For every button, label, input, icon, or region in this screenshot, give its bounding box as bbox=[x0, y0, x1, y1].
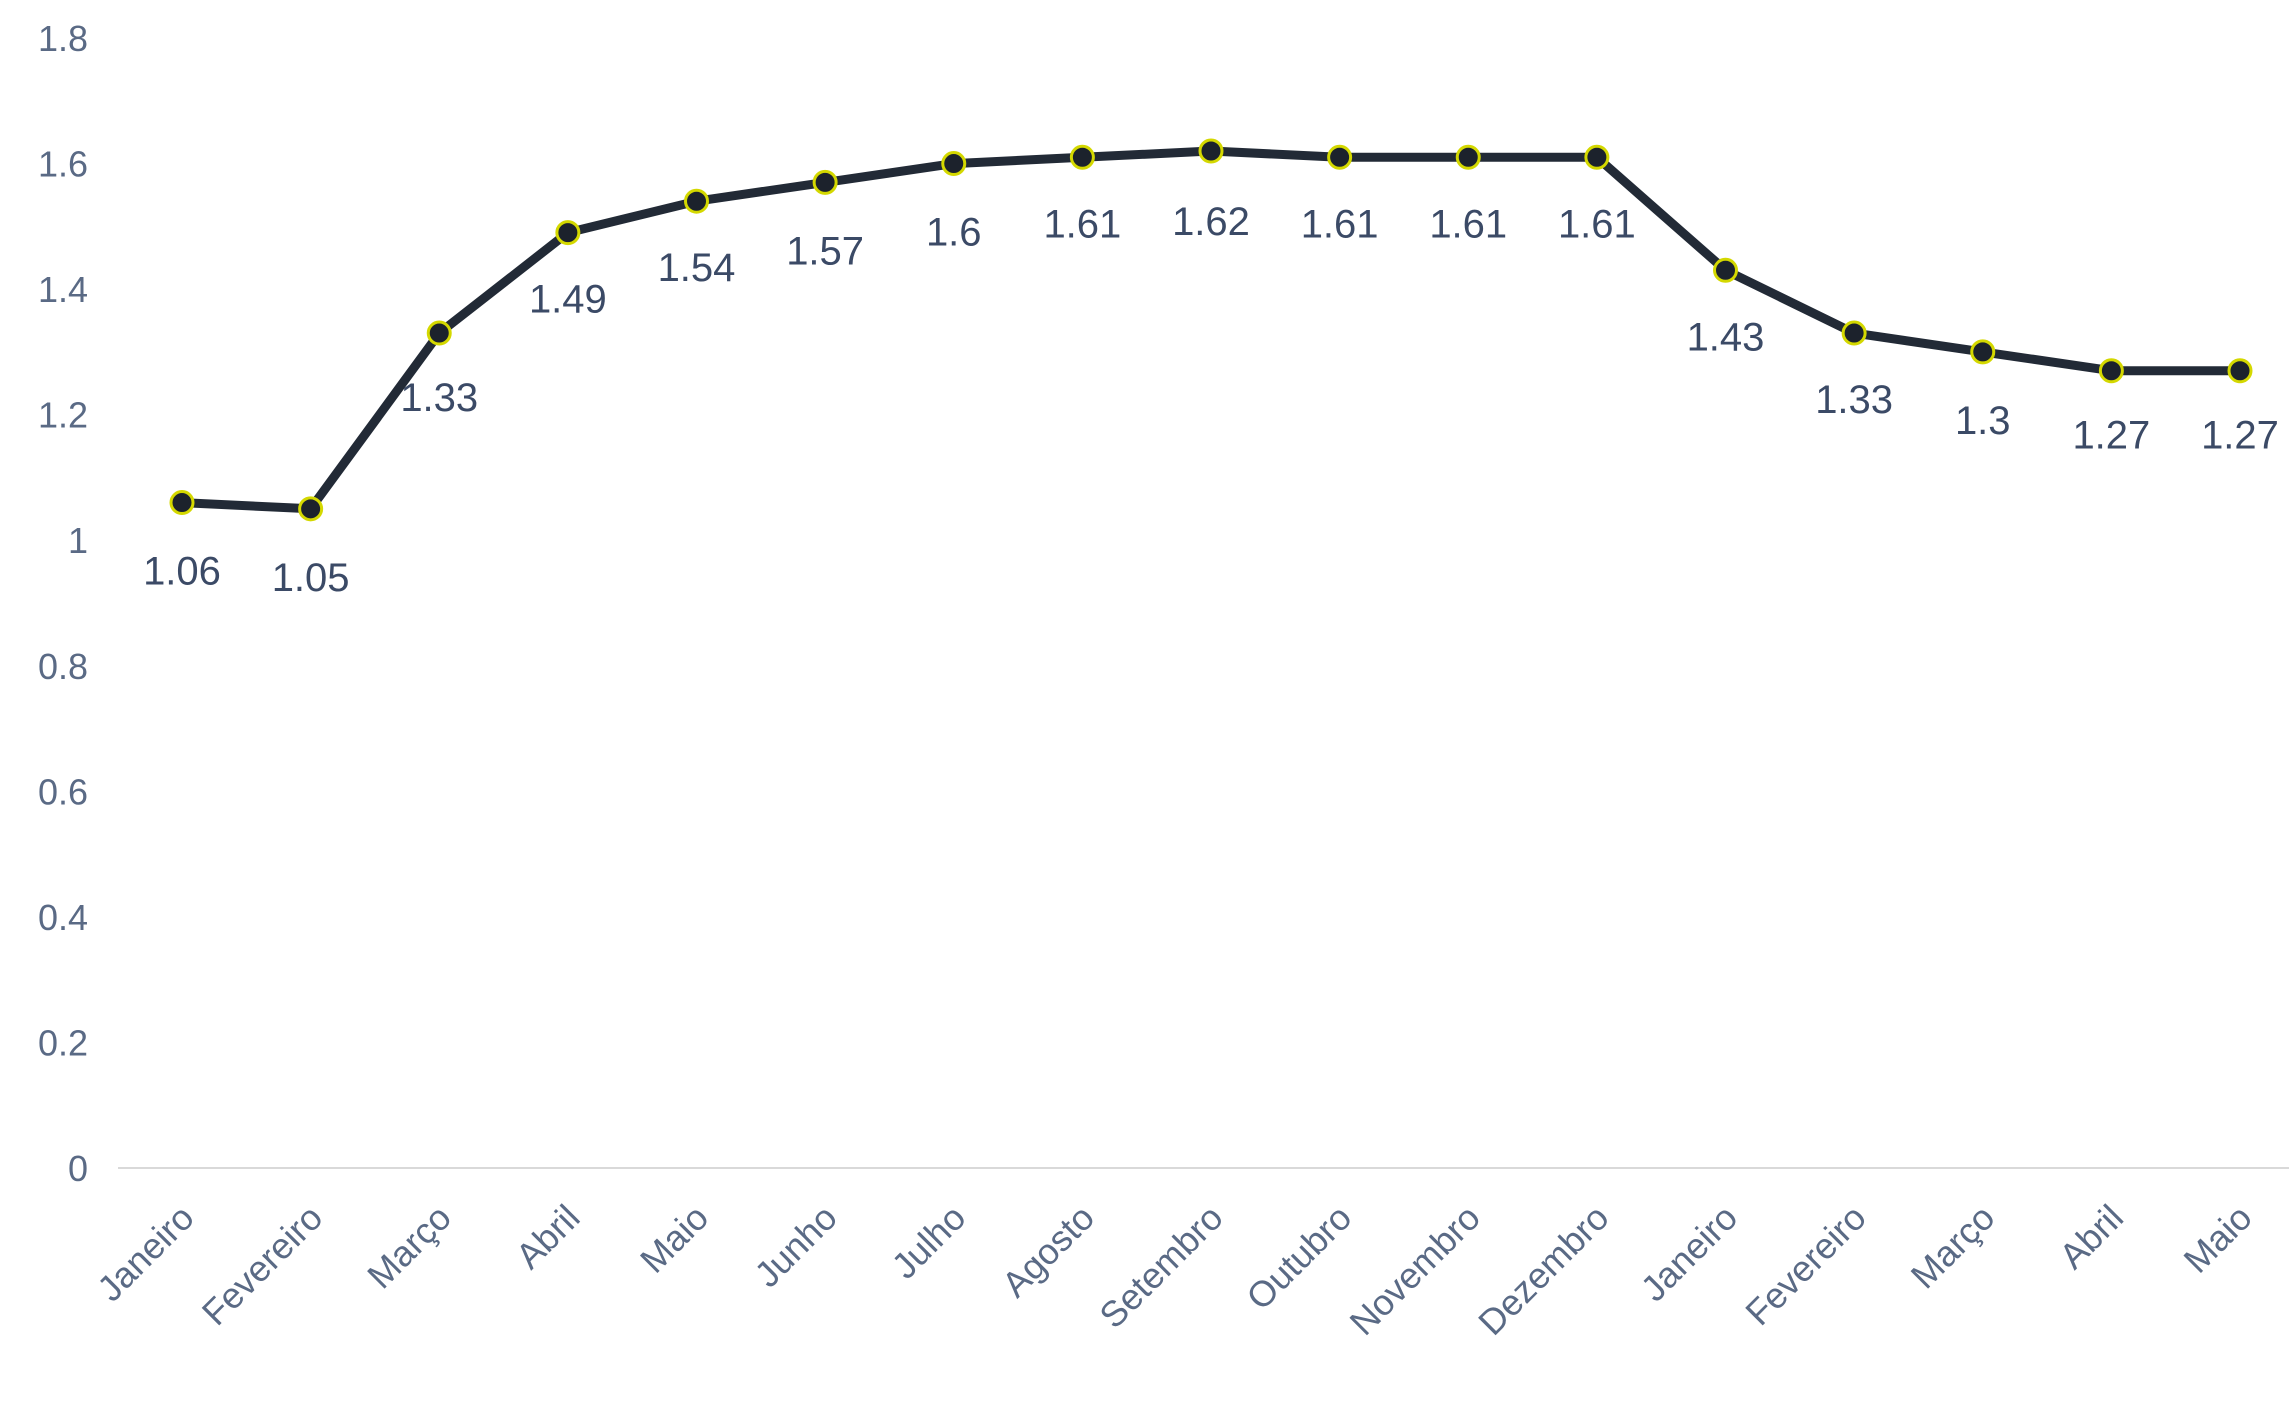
data-label: 1.61 bbox=[1043, 202, 1121, 246]
y-tick-label: 0.8 bbox=[38, 646, 88, 687]
data-point-marker bbox=[1970, 339, 1996, 365]
data-label: 1.43 bbox=[1687, 315, 1765, 359]
y-axis-ticks: 0 0.2 0.4 0.6 0.8 1 1.2 1.4 1.6 1.8 bbox=[38, 18, 88, 1189]
x-tick-label: Setembro bbox=[1091, 1197, 1230, 1336]
y-tick-label: 1 bbox=[68, 520, 88, 561]
data-markers bbox=[169, 138, 2253, 522]
data-point-marker bbox=[1584, 144, 1610, 170]
y-tick-label: 0.4 bbox=[38, 897, 88, 938]
data-point-marker bbox=[555, 220, 581, 246]
data-label: 1.27 bbox=[2072, 414, 2150, 458]
x-tick-label: Maio bbox=[2175, 1197, 2259, 1281]
y-tick-label: 0.6 bbox=[38, 771, 88, 812]
data-point-marker bbox=[1841, 320, 1867, 346]
x-tick-label: Abril bbox=[2051, 1197, 2131, 1277]
x-tick-label: Dezembro bbox=[1470, 1197, 1616, 1343]
x-tick-label: Março bbox=[359, 1197, 459, 1297]
data-label: 1.57 bbox=[786, 229, 864, 273]
data-label: 1.54 bbox=[658, 246, 736, 290]
data-label: 1.6 bbox=[926, 211, 982, 255]
data-point-marker bbox=[298, 496, 324, 522]
data-point-marker bbox=[2227, 358, 2253, 384]
data-label: 1.49 bbox=[529, 278, 607, 322]
x-tick-label: Junho bbox=[746, 1197, 844, 1295]
data-label: 1.61 bbox=[1301, 202, 1379, 246]
x-tick-label: Janeiro bbox=[1633, 1197, 1745, 1309]
y-tick-label: 1.4 bbox=[38, 269, 88, 310]
x-tick-label: Fevereiro bbox=[1737, 1197, 1874, 1334]
x-tick-label: Agosto bbox=[994, 1197, 1102, 1305]
y-tick-label: 1.2 bbox=[38, 395, 88, 436]
data-label: 1.61 bbox=[1429, 202, 1507, 246]
data-point-marker bbox=[1327, 144, 1353, 170]
x-tick-label: Março bbox=[1903, 1197, 2003, 1297]
x-tick-label: Fevereiro bbox=[194, 1197, 331, 1334]
data-point-marker bbox=[941, 151, 967, 177]
x-tick-label: Julho bbox=[884, 1197, 974, 1287]
data-label: 1.05 bbox=[272, 556, 350, 600]
data-label: 1.33 bbox=[400, 376, 478, 420]
data-label: 1.61 bbox=[1558, 202, 1636, 246]
data-label: 1.62 bbox=[1172, 200, 1250, 244]
x-tick-label: Janeiro bbox=[89, 1197, 201, 1309]
data-point-marker bbox=[169, 490, 195, 516]
data-label: 1.27 bbox=[2201, 414, 2279, 458]
data-point-marker bbox=[1198, 138, 1224, 164]
data-point-marker bbox=[1455, 144, 1481, 170]
x-tick-label: Abril bbox=[508, 1197, 588, 1277]
data-point-marker bbox=[2098, 358, 2124, 384]
y-tick-label: 1.6 bbox=[38, 144, 88, 185]
x-tick-label: Maio bbox=[632, 1197, 716, 1281]
data-point-marker bbox=[812, 169, 838, 195]
data-label: 1.3 bbox=[1955, 399, 2011, 443]
x-tick-label: Outubro bbox=[1238, 1197, 1359, 1318]
data-label: 1.33 bbox=[1815, 378, 1893, 422]
data-point-marker bbox=[426, 320, 452, 346]
data-labels: 1.06 1.05 1.33 1.49 1.54 1.57 1.6 1.61 1.62 1.61 1… bbox=[143, 200, 2279, 600]
y-tick-label: 0.2 bbox=[38, 1022, 88, 1063]
x-tick-label: Novembro bbox=[1341, 1197, 1487, 1343]
y-tick-label: 1.8 bbox=[38, 18, 88, 59]
data-point-marker bbox=[1713, 257, 1738, 283]
data-label: 1.06 bbox=[143, 550, 221, 594]
data-point-marker bbox=[1069, 144, 1095, 170]
y-tick-label: 0 bbox=[68, 1148, 88, 1189]
data-point-marker bbox=[684, 188, 709, 214]
